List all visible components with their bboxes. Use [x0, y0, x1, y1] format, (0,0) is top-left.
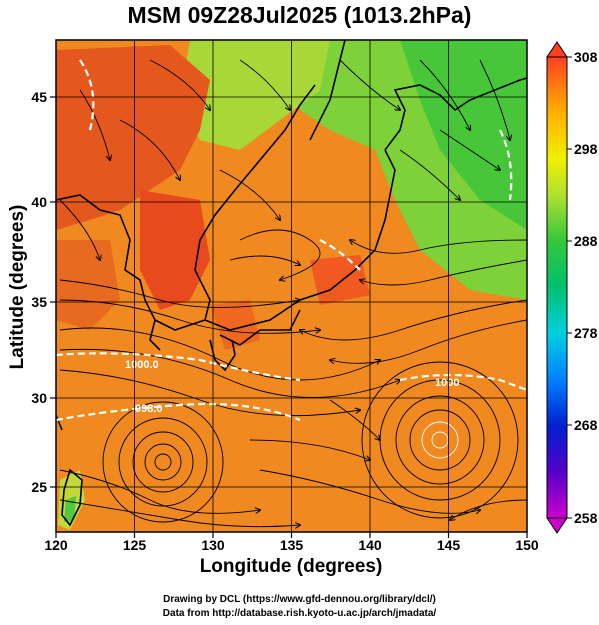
x-tick-label: 150 [515, 537, 539, 553]
map-title: MSM 09Z28Jul2025 (1013.2hPa) [127, 2, 472, 28]
x-tick-label: 145 [437, 537, 461, 553]
contour-label: 998.0 [135, 403, 163, 415]
colorbar-tick-label: 298 [574, 141, 598, 157]
wind-streamlines [59, 59, 527, 527]
x-tick-label: 130 [201, 537, 225, 553]
x-tick-label: 120 [44, 537, 68, 553]
contour-label: 1000 [435, 377, 459, 389]
west-cyclone [102, 401, 224, 523]
graticule [56, 40, 527, 532]
colorbar-tick-label: 268 [574, 417, 598, 433]
y-tick-label: 30 [31, 390, 47, 406]
y-tick-label: 45 [31, 89, 47, 105]
east-cyclone [361, 361, 519, 519]
colorbar-min-arrow [546, 517, 568, 534]
y-tick-label: 25 [31, 479, 47, 495]
x-tick-label: 135 [280, 537, 304, 553]
drawing-credit: Drawing by DCL (https://www.gfd-dennou.o… [163, 594, 436, 605]
y-tick-label: 35 [31, 294, 47, 310]
colorbar-tick-label: 308 [574, 49, 598, 65]
y-axis-label: Latitude (degrees) [7, 204, 28, 370]
x-tick-label: 125 [123, 537, 147, 553]
colorbar-tick-label: 258 [574, 510, 598, 526]
y-tick-label: 40 [31, 194, 47, 210]
colorbar-max-arrow [546, 41, 568, 58]
colorbar-tick-label: 278 [574, 325, 598, 341]
axis-ticks [50, 96, 528, 538]
x-axis-label: Longitude (degrees) [199, 556, 383, 577]
colorbar: 308 298 288 278 268 258 [546, 41, 598, 534]
data-source-credit: Data from http://database.rish.kyoto-u.a… [162, 608, 437, 619]
pressure-contours [56, 59, 527, 422]
x-tick-label: 140 [358, 537, 382, 553]
contour-label: 1000.0 [125, 359, 159, 371]
colorbar-tick-label: 288 [574, 233, 598, 249]
